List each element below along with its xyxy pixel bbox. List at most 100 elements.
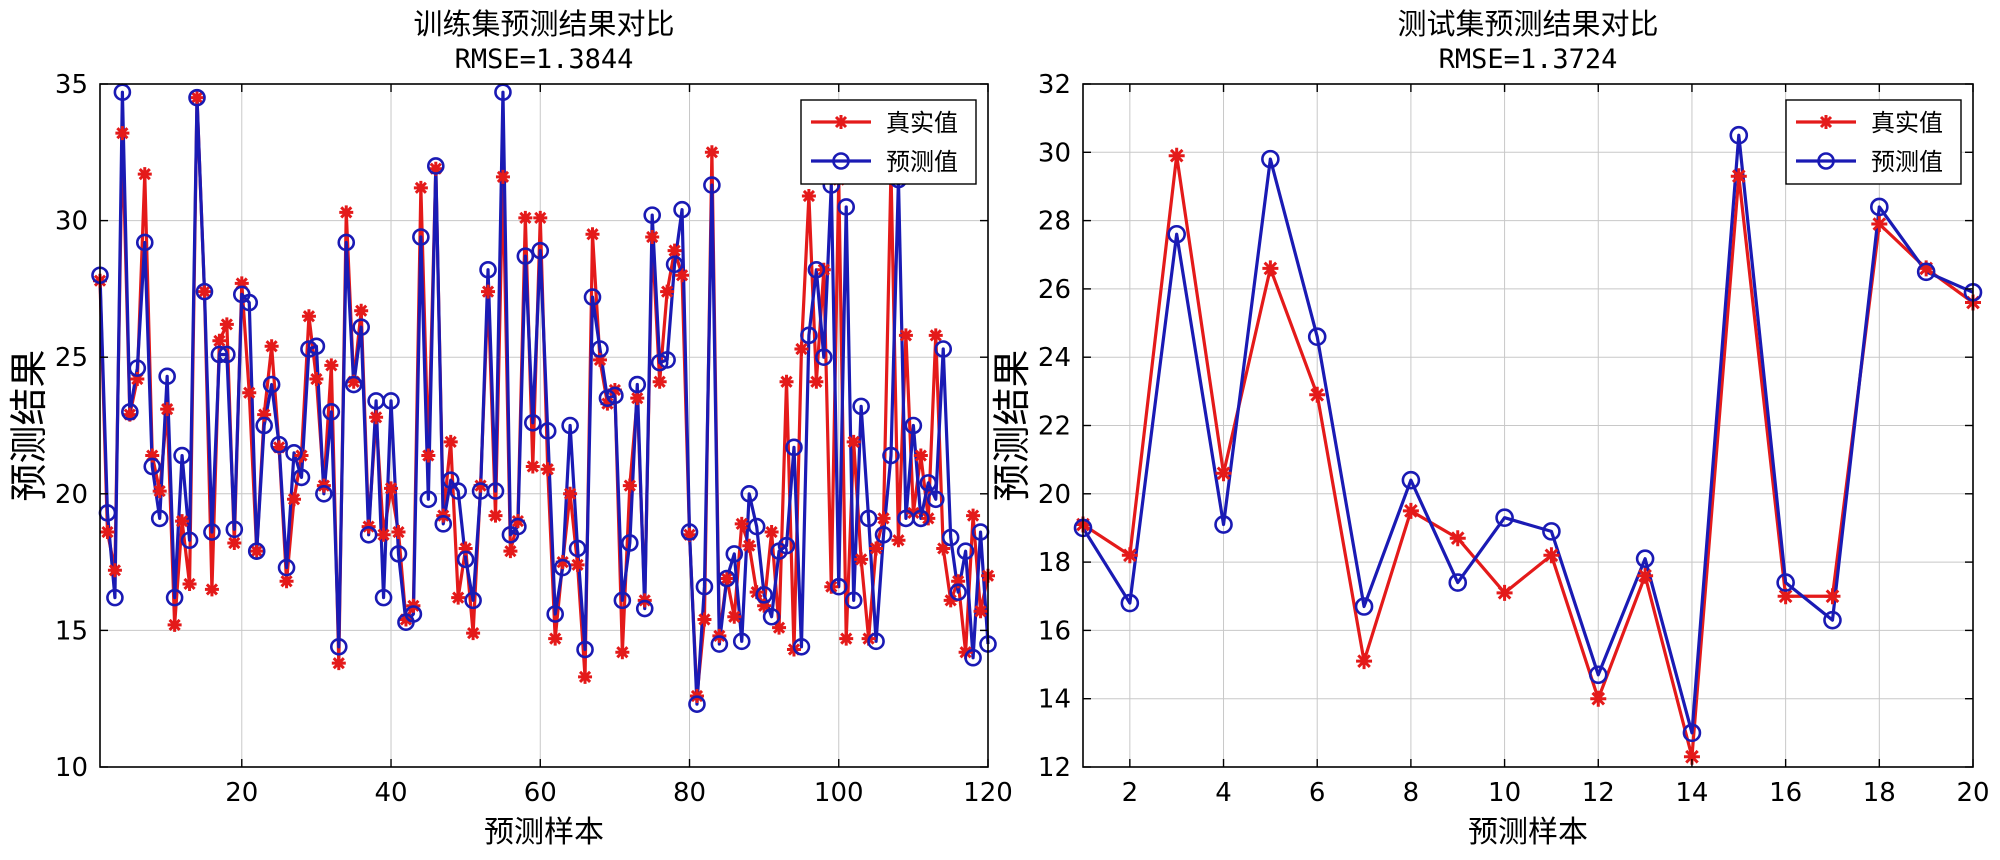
data-point-predicted xyxy=(844,591,863,610)
data-point-predicted xyxy=(1542,522,1561,541)
data-point-predicted xyxy=(426,157,445,175)
data-point-actual xyxy=(346,374,361,389)
data-point-actual xyxy=(1309,386,1326,403)
data-point-predicted xyxy=(1261,149,1280,169)
data-point-predicted xyxy=(628,375,647,394)
data-point-actual xyxy=(585,227,600,242)
chart-title: 训练集预测结果对比 xyxy=(413,7,674,41)
x-tick-label: 18 xyxy=(1863,778,1896,808)
data-point-predicted xyxy=(412,228,430,246)
legend-label: 真实值 xyxy=(886,109,958,137)
data-point-predicted xyxy=(143,457,162,476)
data-point-predicted xyxy=(673,200,691,219)
data-point-actual xyxy=(548,631,563,646)
data-point-predicted xyxy=(695,577,714,596)
data-point-predicted xyxy=(218,345,236,364)
data-point-actual xyxy=(1871,216,1888,233)
data-point-predicted xyxy=(538,422,557,440)
data-point-predicted xyxy=(262,375,281,394)
data-point-predicted xyxy=(188,88,206,107)
data-point-predicted xyxy=(158,367,176,386)
y-tick-label: 14 xyxy=(1038,685,1071,715)
y-tick-label: 20 xyxy=(55,480,88,510)
data-point-predicted xyxy=(919,474,938,492)
x-tick-label: 100 xyxy=(814,778,864,808)
data-point-predicted xyxy=(300,340,318,358)
data-point-actual xyxy=(846,434,861,449)
data-point-actual xyxy=(354,303,369,318)
y-tick-label: 22 xyxy=(1038,412,1071,442)
data-point-predicted xyxy=(621,534,639,552)
data-point-actual xyxy=(1918,260,1935,277)
data-point-actual xyxy=(369,410,384,425)
data-point-predicted xyxy=(777,536,796,555)
data-point-actual xyxy=(227,535,242,550)
data-point-predicted xyxy=(568,539,587,558)
data-point-actual xyxy=(1824,588,1841,605)
data-point-predicted xyxy=(859,509,878,528)
y-axis-label: 预测结果 xyxy=(7,349,51,501)
data-point-predicted xyxy=(352,318,370,336)
data-point-predicted xyxy=(292,468,311,487)
data-point-predicted xyxy=(374,588,393,607)
data-point-actual xyxy=(264,339,279,354)
data-point-actual xyxy=(563,486,578,501)
data-point-actual xyxy=(719,571,734,586)
data-point-actual xyxy=(481,284,496,299)
data-point-predicted xyxy=(434,515,453,533)
data-point-predicted xyxy=(1120,593,1140,613)
data-point-predicted xyxy=(449,482,467,500)
data-point-predicted xyxy=(337,233,356,252)
train-chart: 20 40 60 80 100 120 10 15 20 25 30 35 训练集预测结果对比RMSE=… xyxy=(7,7,1013,850)
data-point-actual xyxy=(660,284,675,299)
data-point-predicted xyxy=(852,397,870,416)
data-point-predicted xyxy=(964,648,982,667)
data-point-predicted xyxy=(658,351,676,369)
data-point-actual xyxy=(257,407,272,422)
data-point-predicted xyxy=(359,525,378,544)
data-point-predicted xyxy=(173,446,191,465)
data-point-predicted xyxy=(882,446,900,465)
legend-marker xyxy=(834,115,848,129)
y-tick-label: 28 xyxy=(1038,207,1071,237)
data-point-actual xyxy=(421,448,436,463)
data-point-actual xyxy=(764,525,779,540)
data-point-predicted xyxy=(591,340,609,358)
data-point-actual xyxy=(682,527,697,542)
legend-marker xyxy=(1819,115,1833,129)
x-tick-label: 8 xyxy=(1403,778,1420,808)
data-point-actual xyxy=(898,328,913,343)
data-point-actual xyxy=(279,574,294,589)
data-point-predicted xyxy=(1916,262,1936,282)
data-point-actual xyxy=(772,620,787,635)
y-tick-label: 32 xyxy=(1038,70,1071,100)
data-point-actual xyxy=(190,90,205,105)
data-point-predicted xyxy=(926,490,945,509)
data-point-actual xyxy=(779,374,794,389)
data-point-actual xyxy=(339,205,354,220)
x-tick-label: 12 xyxy=(1582,778,1615,808)
data-point-predicted xyxy=(240,293,259,312)
y-tick-label: 30 xyxy=(1038,138,1071,168)
data-point-actual xyxy=(742,538,757,553)
data-point-actual xyxy=(570,557,585,572)
data-point-actual xyxy=(1168,147,1185,164)
data-point-predicted xyxy=(606,386,624,405)
data-point-actual xyxy=(100,525,115,540)
data-point-predicted xyxy=(1776,573,1795,592)
data-point-predicted xyxy=(755,586,773,604)
data-point-predicted xyxy=(934,340,953,358)
data-point-predicted xyxy=(195,282,214,301)
data-point-predicted xyxy=(867,632,885,651)
data-point-actual xyxy=(622,478,637,493)
data-point-actual xyxy=(518,210,533,225)
data-point-predicted xyxy=(382,392,400,410)
data-point-predicted xyxy=(613,591,632,610)
data-point-actual xyxy=(152,484,167,499)
data-point-predicted xyxy=(635,599,654,618)
data-point-actual xyxy=(160,402,175,417)
data-point-predicted xyxy=(956,542,975,560)
data-point-predicted xyxy=(1682,723,1702,743)
